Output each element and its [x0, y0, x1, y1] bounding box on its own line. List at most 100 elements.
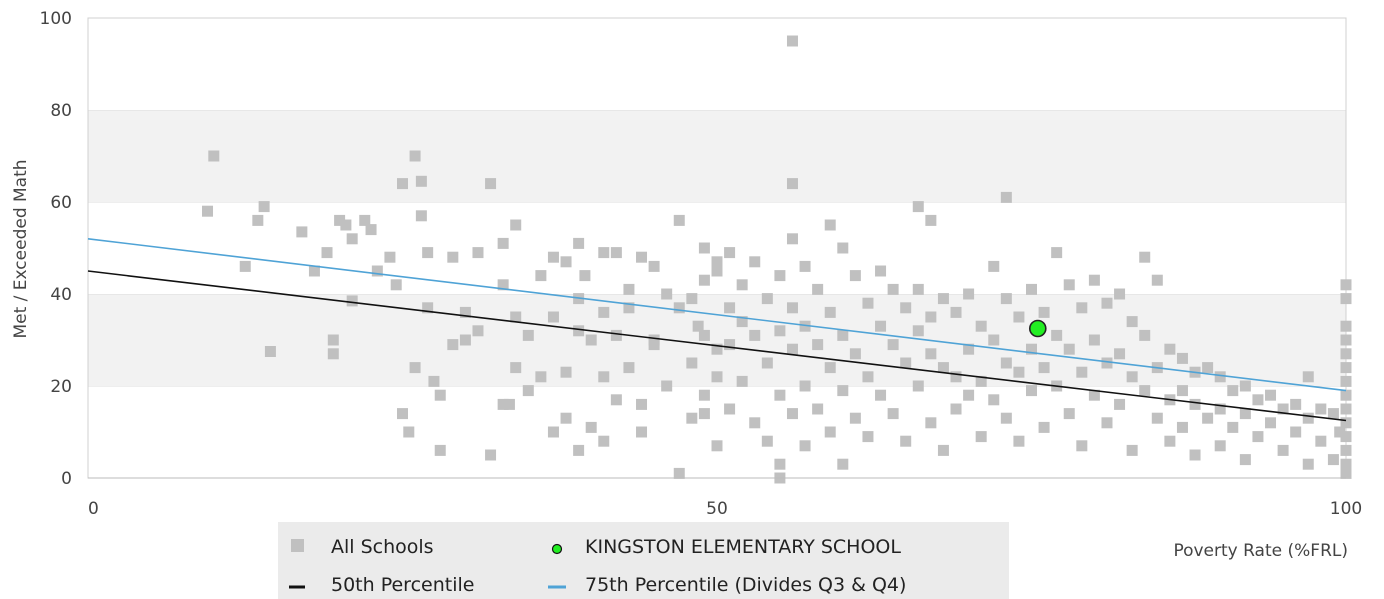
school-point — [636, 426, 648, 438]
school-point — [409, 150, 421, 162]
school-point — [1189, 449, 1201, 461]
school-point — [686, 412, 698, 424]
school-point — [585, 334, 597, 346]
school-point — [950, 371, 962, 383]
school-point — [1189, 398, 1201, 410]
school-point — [963, 288, 975, 300]
school-point — [573, 444, 585, 456]
school-point — [422, 302, 434, 314]
school-point — [1000, 412, 1012, 424]
school-point — [623, 362, 635, 374]
school-point — [1063, 408, 1075, 420]
grid-band — [88, 386, 1346, 478]
school-point — [1088, 334, 1100, 346]
school-point — [887, 408, 899, 420]
school-point — [1088, 389, 1100, 401]
school-point — [988, 394, 1000, 406]
school-point — [485, 449, 497, 461]
school-point — [937, 362, 949, 374]
school-point — [900, 357, 912, 369]
school-point — [711, 265, 723, 277]
school-point — [1139, 251, 1151, 263]
school-point — [1290, 426, 1302, 438]
legend-marker-kingston — [551, 543, 563, 555]
school-point — [711, 440, 723, 452]
school-point — [837, 385, 849, 397]
kingston-point — [1028, 319, 1047, 338]
school-point — [390, 279, 402, 291]
school-point — [1340, 458, 1352, 470]
school-point — [1026, 385, 1037, 397]
school-point — [610, 329, 622, 341]
highlight-school — [1028, 319, 1047, 338]
school-point — [774, 458, 786, 470]
school-point — [1114, 348, 1126, 360]
school-point — [1227, 421, 1239, 433]
school-point — [1000, 191, 1012, 203]
school-point — [849, 348, 861, 360]
school-point — [264, 346, 276, 357]
school-point — [963, 343, 975, 355]
school-point — [799, 260, 811, 272]
school-point — [1252, 431, 1264, 443]
school-point — [1277, 403, 1289, 415]
school-point — [824, 219, 836, 231]
school-point — [812, 339, 824, 351]
school-point — [1139, 329, 1151, 341]
school-point — [786, 408, 798, 420]
school-point — [925, 311, 937, 323]
school-point — [686, 293, 698, 305]
school-point — [975, 431, 987, 443]
school-point — [1340, 293, 1352, 305]
school-point — [403, 426, 415, 438]
school-point — [912, 283, 924, 295]
school-point — [1076, 302, 1088, 314]
x-tick-label: 50 — [706, 499, 728, 519]
school-point — [560, 256, 572, 268]
school-point — [862, 431, 874, 443]
grid-band — [88, 294, 1346, 386]
school-point — [724, 403, 736, 415]
y-tick-label: 40 — [50, 285, 72, 305]
school-point — [1202, 362, 1214, 374]
school-point — [724, 302, 736, 314]
school-point — [1340, 334, 1352, 346]
school-point — [925, 417, 937, 429]
y-tick-label: 100 — [40, 9, 72, 29]
school-point — [812, 403, 824, 415]
school-point — [988, 260, 1000, 272]
school-point — [598, 435, 610, 447]
school-point — [736, 279, 748, 291]
school-point — [598, 247, 610, 259]
school-point — [1265, 389, 1277, 401]
school-point — [661, 380, 673, 392]
school-point — [849, 270, 861, 282]
school-point — [1340, 320, 1352, 332]
y-tick-label: 0 — [61, 469, 72, 489]
legend-marker-all-schools — [291, 539, 304, 552]
school-point — [397, 408, 408, 420]
school-point — [1265, 417, 1277, 429]
school-point — [799, 380, 811, 392]
school-point — [1277, 444, 1289, 456]
school-point — [1340, 444, 1352, 456]
school-point — [1227, 385, 1239, 397]
school-point — [1340, 362, 1352, 374]
school-point — [950, 306, 962, 318]
school-point — [1340, 279, 1352, 291]
school-point — [824, 362, 836, 374]
school-point — [1252, 394, 1264, 406]
school-point — [774, 270, 786, 282]
school-point — [1176, 352, 1188, 364]
school-point — [1126, 371, 1138, 383]
school-point — [1327, 408, 1339, 420]
school-point — [1302, 371, 1314, 383]
school-point — [497, 398, 509, 410]
school-point — [497, 237, 509, 249]
school-point — [875, 265, 887, 277]
school-point — [585, 421, 597, 433]
school-point — [824, 426, 836, 438]
school-point — [912, 325, 924, 337]
legend-label-75th: 75th Percentile (Divides Q3 & Q4) — [585, 574, 906, 596]
school-point — [912, 201, 924, 213]
